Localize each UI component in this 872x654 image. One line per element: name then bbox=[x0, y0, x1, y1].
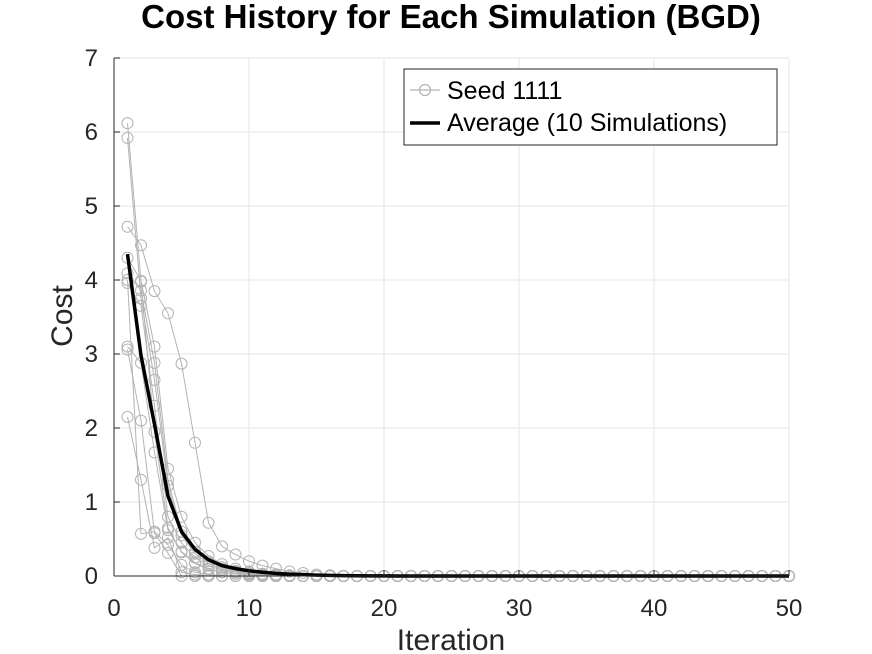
legend-box bbox=[403, 68, 778, 146]
chart-title: Cost History for Each Simulation (BGD) bbox=[141, 0, 761, 35]
simulation-point bbox=[175, 558, 188, 571]
simulation-point bbox=[162, 524, 174, 537]
x-tick-label: 30 bbox=[506, 595, 533, 622]
x-tick-label: 0 bbox=[107, 595, 120, 622]
simulation-point bbox=[148, 541, 161, 554]
simulation-point bbox=[135, 473, 147, 486]
simulation-point bbox=[162, 538, 174, 551]
simulation-point bbox=[135, 284, 147, 297]
simulation-point bbox=[121, 267, 134, 280]
simulation-point bbox=[162, 531, 174, 544]
grid-lines bbox=[113, 57, 790, 577]
simulation-point bbox=[148, 373, 161, 386]
simulation-point bbox=[121, 274, 134, 286]
tick-labels: 0 10 20 30 40 50 0 1 2 3 4 5 6 7 bbox=[85, 45, 803, 622]
simulation-point bbox=[216, 540, 228, 553]
x-tick-label: 10 bbox=[236, 595, 263, 622]
simulation-point bbox=[175, 545, 188, 558]
simulation-point bbox=[148, 525, 161, 538]
simulation-point bbox=[121, 131, 134, 144]
y-tick-label: 6 bbox=[85, 119, 98, 146]
simulation-point bbox=[229, 548, 242, 561]
simulation-point bbox=[121, 220, 134, 233]
simulation-point bbox=[175, 566, 188, 579]
y-tick-label: 0 bbox=[85, 563, 98, 590]
x-tick-label: 40 bbox=[641, 595, 668, 622]
simulation-point bbox=[121, 343, 134, 356]
y-tick-label: 7 bbox=[85, 45, 98, 72]
simulation-point bbox=[243, 555, 255, 568]
y-tick-label: 2 bbox=[85, 415, 98, 442]
simulation-point bbox=[162, 510, 174, 523]
simulation-point bbox=[148, 399, 161, 412]
simulation-point bbox=[135, 274, 147, 287]
simulation-point bbox=[121, 410, 134, 423]
x-tick-label: 50 bbox=[776, 595, 803, 622]
axes bbox=[113, 57, 790, 577]
simulation-point bbox=[162, 307, 174, 320]
simulation-point bbox=[135, 414, 147, 427]
simulation-point bbox=[202, 516, 215, 529]
legend: Seed 1111 Average (10 Simulations) bbox=[403, 68, 778, 146]
simulation-point bbox=[202, 568, 215, 581]
simulation-point bbox=[148, 340, 161, 353]
legend-seed-marker bbox=[418, 83, 432, 97]
y-axis-label: Cost bbox=[46, 284, 79, 346]
legend-seed-label: Seed 1111 bbox=[447, 77, 562, 105]
simulation-point bbox=[175, 357, 188, 370]
simulation-point bbox=[148, 285, 161, 298]
x-axis-label: Iteration bbox=[397, 624, 505, 654]
simulation-point bbox=[189, 436, 201, 449]
simulation-point bbox=[189, 556, 201, 569]
legend-average-label: Average (10 Simulations) bbox=[447, 109, 727, 137]
y-tick-label: 3 bbox=[85, 341, 98, 368]
simulation-point bbox=[135, 527, 147, 540]
simulation-point bbox=[189, 566, 201, 579]
simulation-point bbox=[121, 117, 134, 130]
simulation-point bbox=[283, 565, 296, 578]
y-tick-label: 5 bbox=[85, 193, 98, 220]
simulation-point bbox=[162, 473, 174, 486]
x-tick-label: 20 bbox=[371, 595, 398, 622]
y-tick-label: 4 bbox=[85, 267, 98, 294]
y-tick-label: 1 bbox=[85, 489, 98, 516]
simulation-point bbox=[135, 239, 147, 252]
